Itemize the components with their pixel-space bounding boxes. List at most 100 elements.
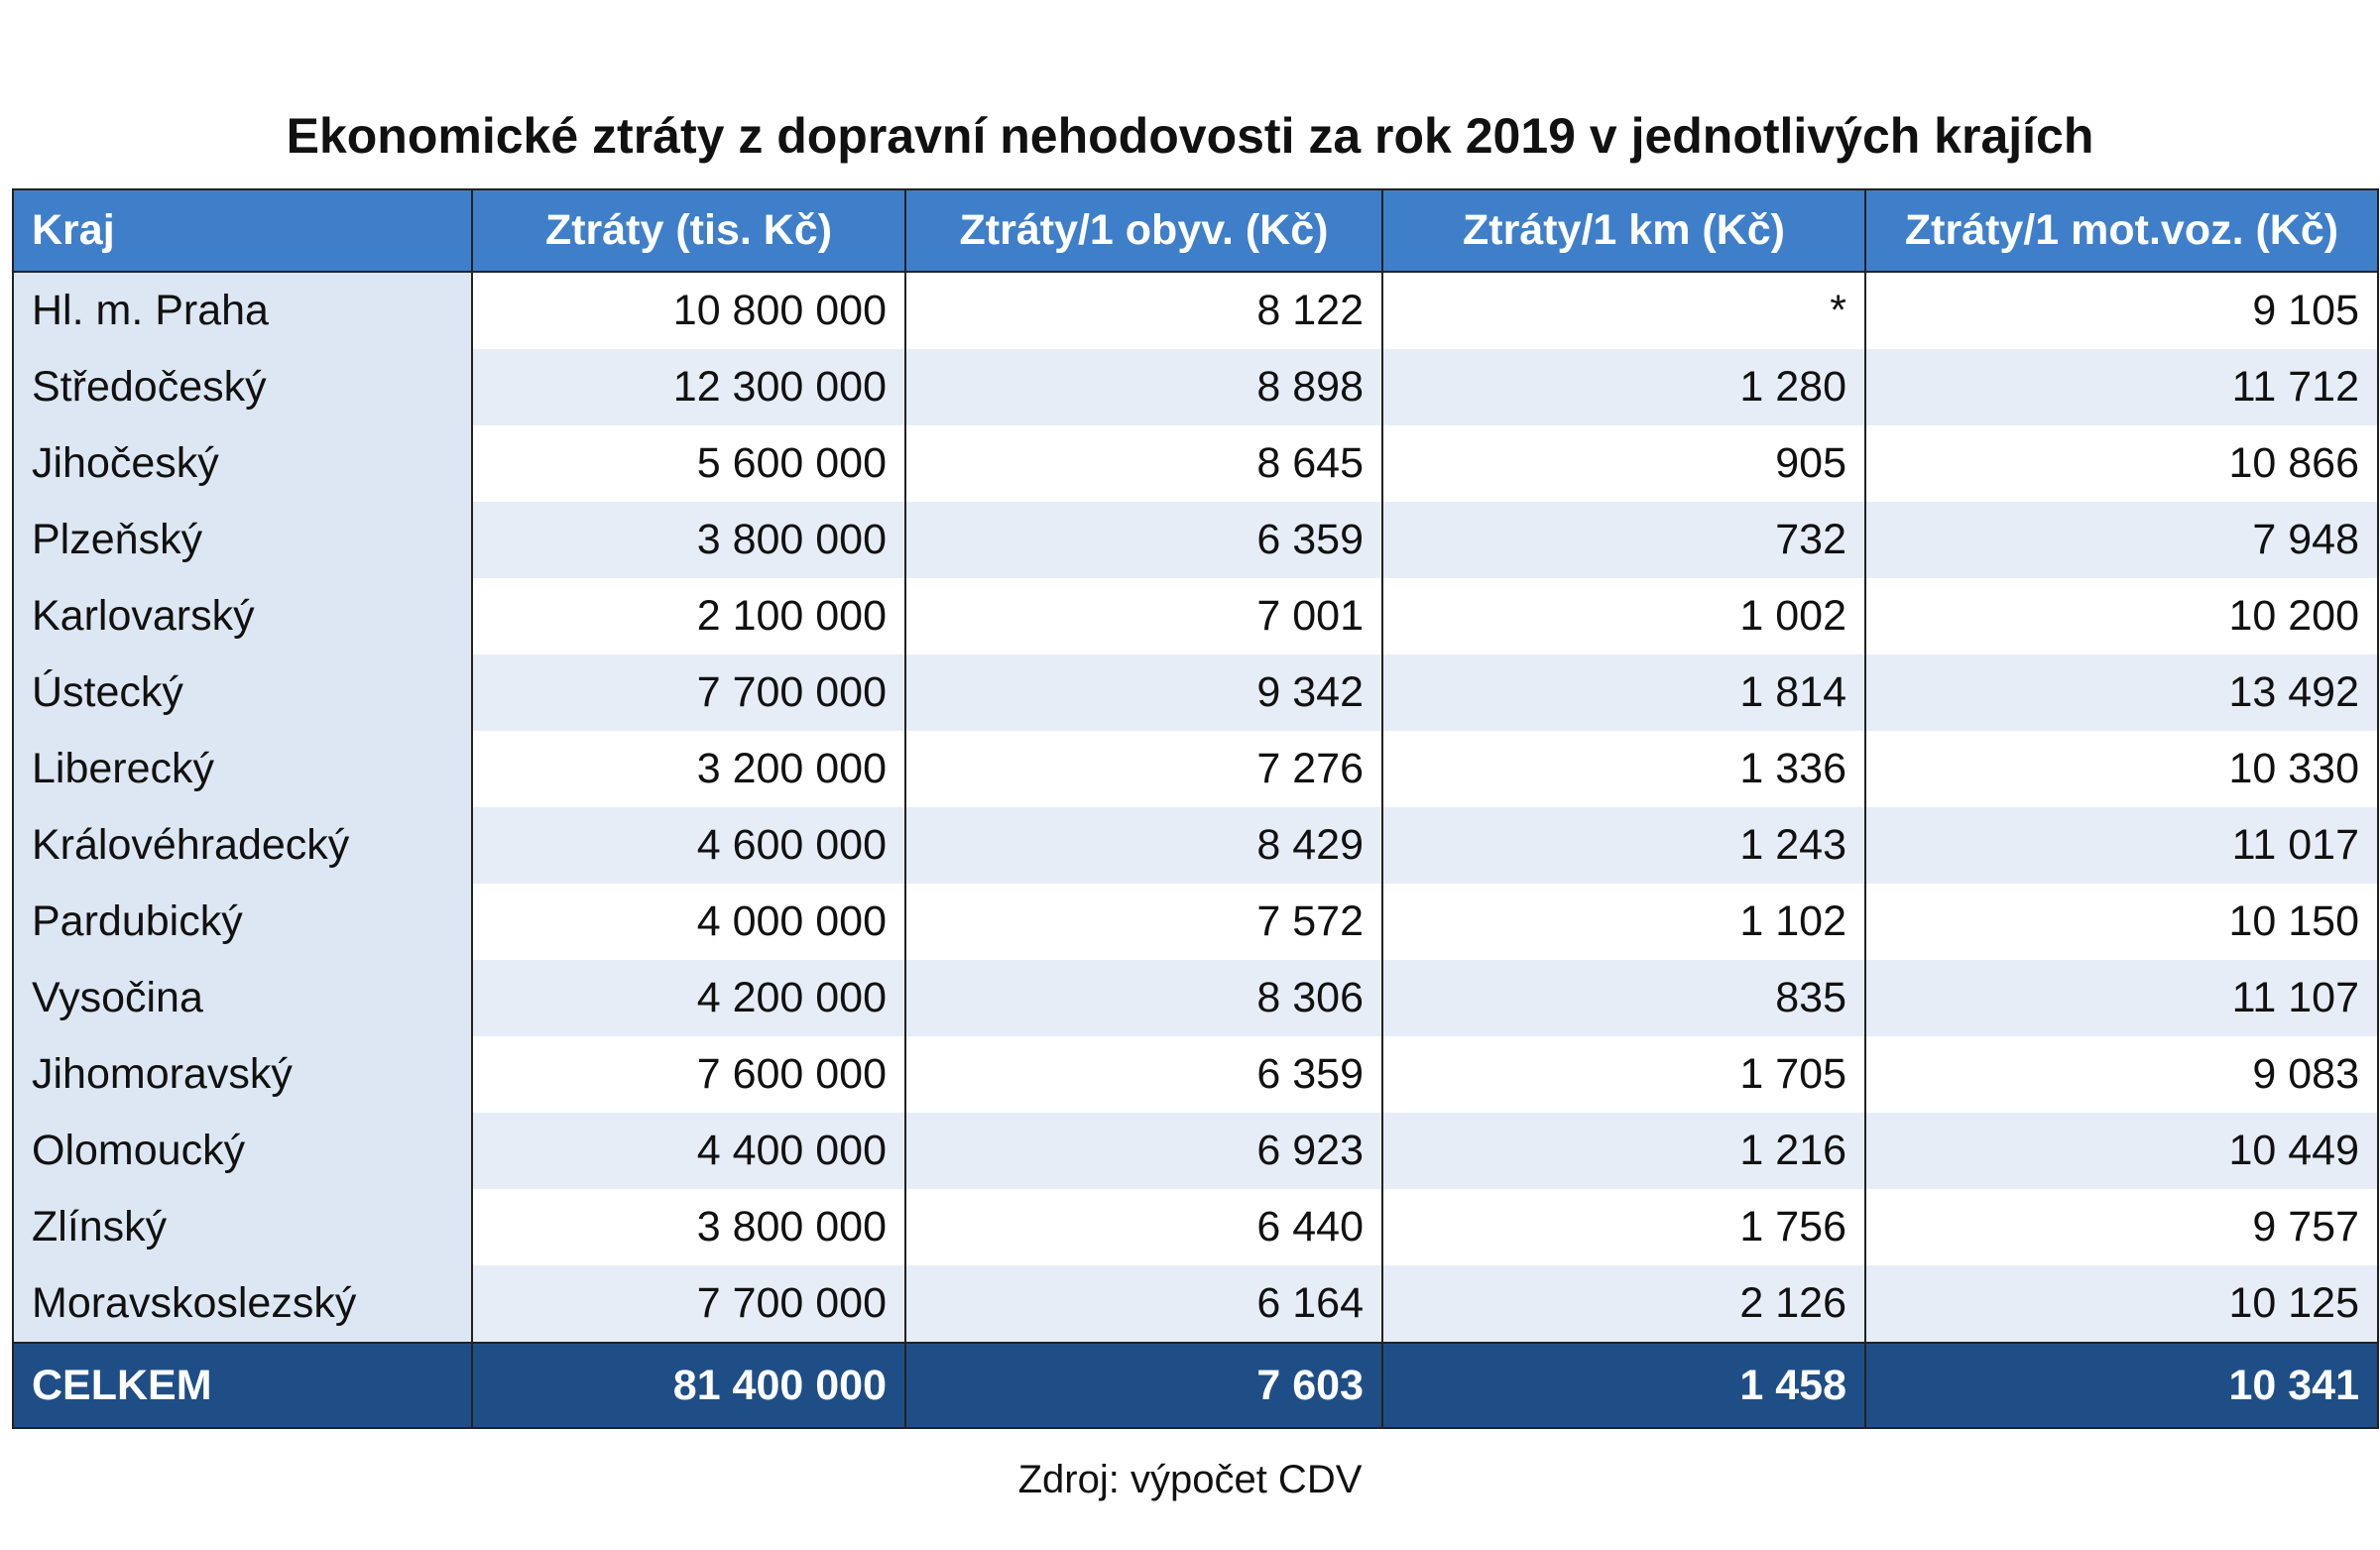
table-cell: 9 083 (1864, 1036, 2379, 1113)
row-label: Moravskoslezský (12, 1265, 473, 1343)
table-cell: 1 216 (1381, 1113, 1866, 1189)
table-cell: 1 102 (1381, 884, 1866, 960)
column-header: Kraj (12, 188, 473, 273)
table-cell: 5 600 000 (471, 425, 906, 502)
header-row: Kraj Ztráty (tis. Kč) Ztráty/1 obyv. (Kč) Z… (12, 188, 2379, 273)
source-note: Zdroj: výpočet CDV (1017, 1458, 1363, 1501)
total-cell: 10 341 (1864, 1342, 2379, 1429)
table-cell: * (1381, 272, 1866, 349)
row-label: Liberecký (12, 731, 473, 807)
table-cell: 11 107 (1864, 960, 2379, 1036)
row-label: Královéhradecký (12, 807, 473, 884)
table-cell: 6 923 (904, 1113, 1383, 1189)
table-cell: 4 400 000 (471, 1113, 906, 1189)
table-cell: 1 280 (1381, 349, 1866, 425)
table-cell: 2 100 000 (471, 578, 906, 655)
row-label: Ústecký (12, 655, 473, 731)
table-cell: 6 164 (904, 1265, 1383, 1343)
table-cell: 7 276 (904, 731, 1383, 807)
table-cell: 8 122 (904, 272, 1383, 349)
table-cell: 10 150 (1864, 884, 2379, 960)
table-cell: 732 (1381, 502, 1866, 578)
table-row: Pardubický 4 000 000 7 572 1 102 10 150 (12, 884, 2379, 960)
row-label: Karlovarský (12, 578, 473, 655)
column-header: Ztráty/1 obyv. (Kč) (904, 188, 1383, 273)
table-row: Zlínský 3 800 000 6 440 1 756 9 757 (12, 1189, 2379, 1265)
table-cell: 7 600 000 (471, 1036, 906, 1113)
table-cell: 4 200 000 (471, 960, 906, 1036)
row-label: Plzeňský (12, 502, 473, 578)
table-cell: 1 756 (1381, 1189, 1866, 1265)
table-row: Středočeský 12 300 000 8 898 1 280 11 712 (12, 349, 2379, 425)
row-label: Pardubický (12, 884, 473, 960)
total-cell: 81 400 000 (471, 1342, 906, 1429)
table-cell: 9 757 (1864, 1189, 2379, 1265)
table-cell: 10 800 000 (471, 272, 906, 349)
table-cell: 6 440 (904, 1189, 1383, 1265)
table-row: Vysočina 4 200 000 8 306 835 11 107 (12, 960, 2379, 1036)
table-row: Plzeňský 3 800 000 6 359 732 7 948 (12, 502, 2379, 578)
total-cell: 1 458 (1381, 1342, 1866, 1429)
row-label: Hl. m. Praha (12, 272, 473, 349)
table-row: Jihočeský 5 600 000 8 645 905 10 866 (12, 425, 2379, 502)
table-cell: 11 017 (1864, 807, 2379, 884)
table-cell: 8 306 (904, 960, 1383, 1036)
data-table: Kraj Ztráty (tis. Kč) Ztráty/1 obyv. (Kč) Z… (12, 188, 2379, 1429)
table-row: Ústecký 7 700 000 9 342 1 814 13 492 (12, 655, 2379, 731)
total-cell: 7 603 (904, 1342, 1383, 1429)
table-row: Královéhradecký 4 600 000 8 429 1 243 11 017 (12, 807, 2379, 884)
table-cell: 1 002 (1381, 578, 1866, 655)
table-cell: 6 359 (904, 502, 1383, 578)
table-cell: 12 300 000 (471, 349, 906, 425)
table-cell: 7 572 (904, 884, 1383, 960)
column-header: Ztráty/1 km (Kč) (1381, 188, 1866, 273)
row-label: Vysočina (12, 960, 473, 1036)
table-cell: 905 (1381, 425, 1866, 502)
table-cell: 3 800 000 (471, 1189, 906, 1265)
column-header: Ztráty (tis. Kč) (471, 188, 906, 273)
row-label: Olomoucký (12, 1113, 473, 1189)
table-cell: 13 492 (1864, 655, 2379, 731)
table-cell: 3 800 000 (471, 502, 906, 578)
table-row: Liberecký 3 200 000 7 276 1 336 10 330 (12, 731, 2379, 807)
total-label: CELKEM (12, 1342, 473, 1429)
table-cell: 10 449 (1864, 1113, 2379, 1189)
table-row: Olomoucký 4 400 000 6 923 1 216 10 449 (12, 1113, 2379, 1189)
table-cell: 835 (1381, 960, 1866, 1036)
table-cell: 4 000 000 (471, 884, 906, 960)
table-cell: 9 342 (904, 655, 1383, 731)
table-cell: 4 600 000 (471, 807, 906, 884)
table-cell: 2 126 (1381, 1265, 1866, 1343)
table-cell: 7 001 (904, 578, 1383, 655)
table-cell: 7 948 (1864, 502, 2379, 578)
row-label: Jihočeský (12, 425, 473, 502)
table-cell: 1 336 (1381, 731, 1866, 807)
total-row: CELKEM 81 400 000 7 603 1 458 10 341 (12, 1342, 2379, 1429)
row-label: Zlínský (12, 1189, 473, 1265)
table-cell: 10 125 (1864, 1265, 2379, 1343)
table-cell: 7 700 000 (471, 655, 906, 731)
table-cell: 7 700 000 (471, 1265, 906, 1343)
table-row: Moravskoslezský 7 700 000 6 164 2 126 10 125 (12, 1265, 2379, 1343)
row-label: Středočeský (12, 349, 473, 425)
table-row: Jihomoravský 7 600 000 6 359 1 705 9 083 (12, 1036, 2379, 1113)
table-cell: 8 898 (904, 349, 1383, 425)
table-cell: 8 645 (904, 425, 1383, 502)
table-cell: 10 866 (1864, 425, 2379, 502)
table-cell: 10 200 (1864, 578, 2379, 655)
table-row: Hl. m. Praha 10 800 000 8 122 * 9 105 (12, 272, 2379, 349)
table-cell: 1 243 (1381, 807, 1866, 884)
table-cell: 3 200 000 (471, 731, 906, 807)
table-cell: 1 814 (1381, 655, 1866, 731)
table-cell: 6 359 (904, 1036, 1383, 1113)
title: Ekonomické ztráty z dopravní nehodovosti… (286, 108, 2094, 164)
table-cell: 10 330 (1864, 731, 2379, 807)
table-cell: 11 712 (1864, 349, 2379, 425)
table-cell: 1 705 (1381, 1036, 1866, 1113)
table-cell: 8 429 (904, 807, 1383, 884)
table-row: Karlovarský 2 100 000 7 001 1 002 10 200 (12, 578, 2379, 655)
column-header: Ztráty/1 mot.voz. (Kč) (1864, 188, 2379, 273)
table-cell: 9 105 (1864, 272, 2379, 349)
row-label: Jihomoravský (12, 1036, 473, 1113)
